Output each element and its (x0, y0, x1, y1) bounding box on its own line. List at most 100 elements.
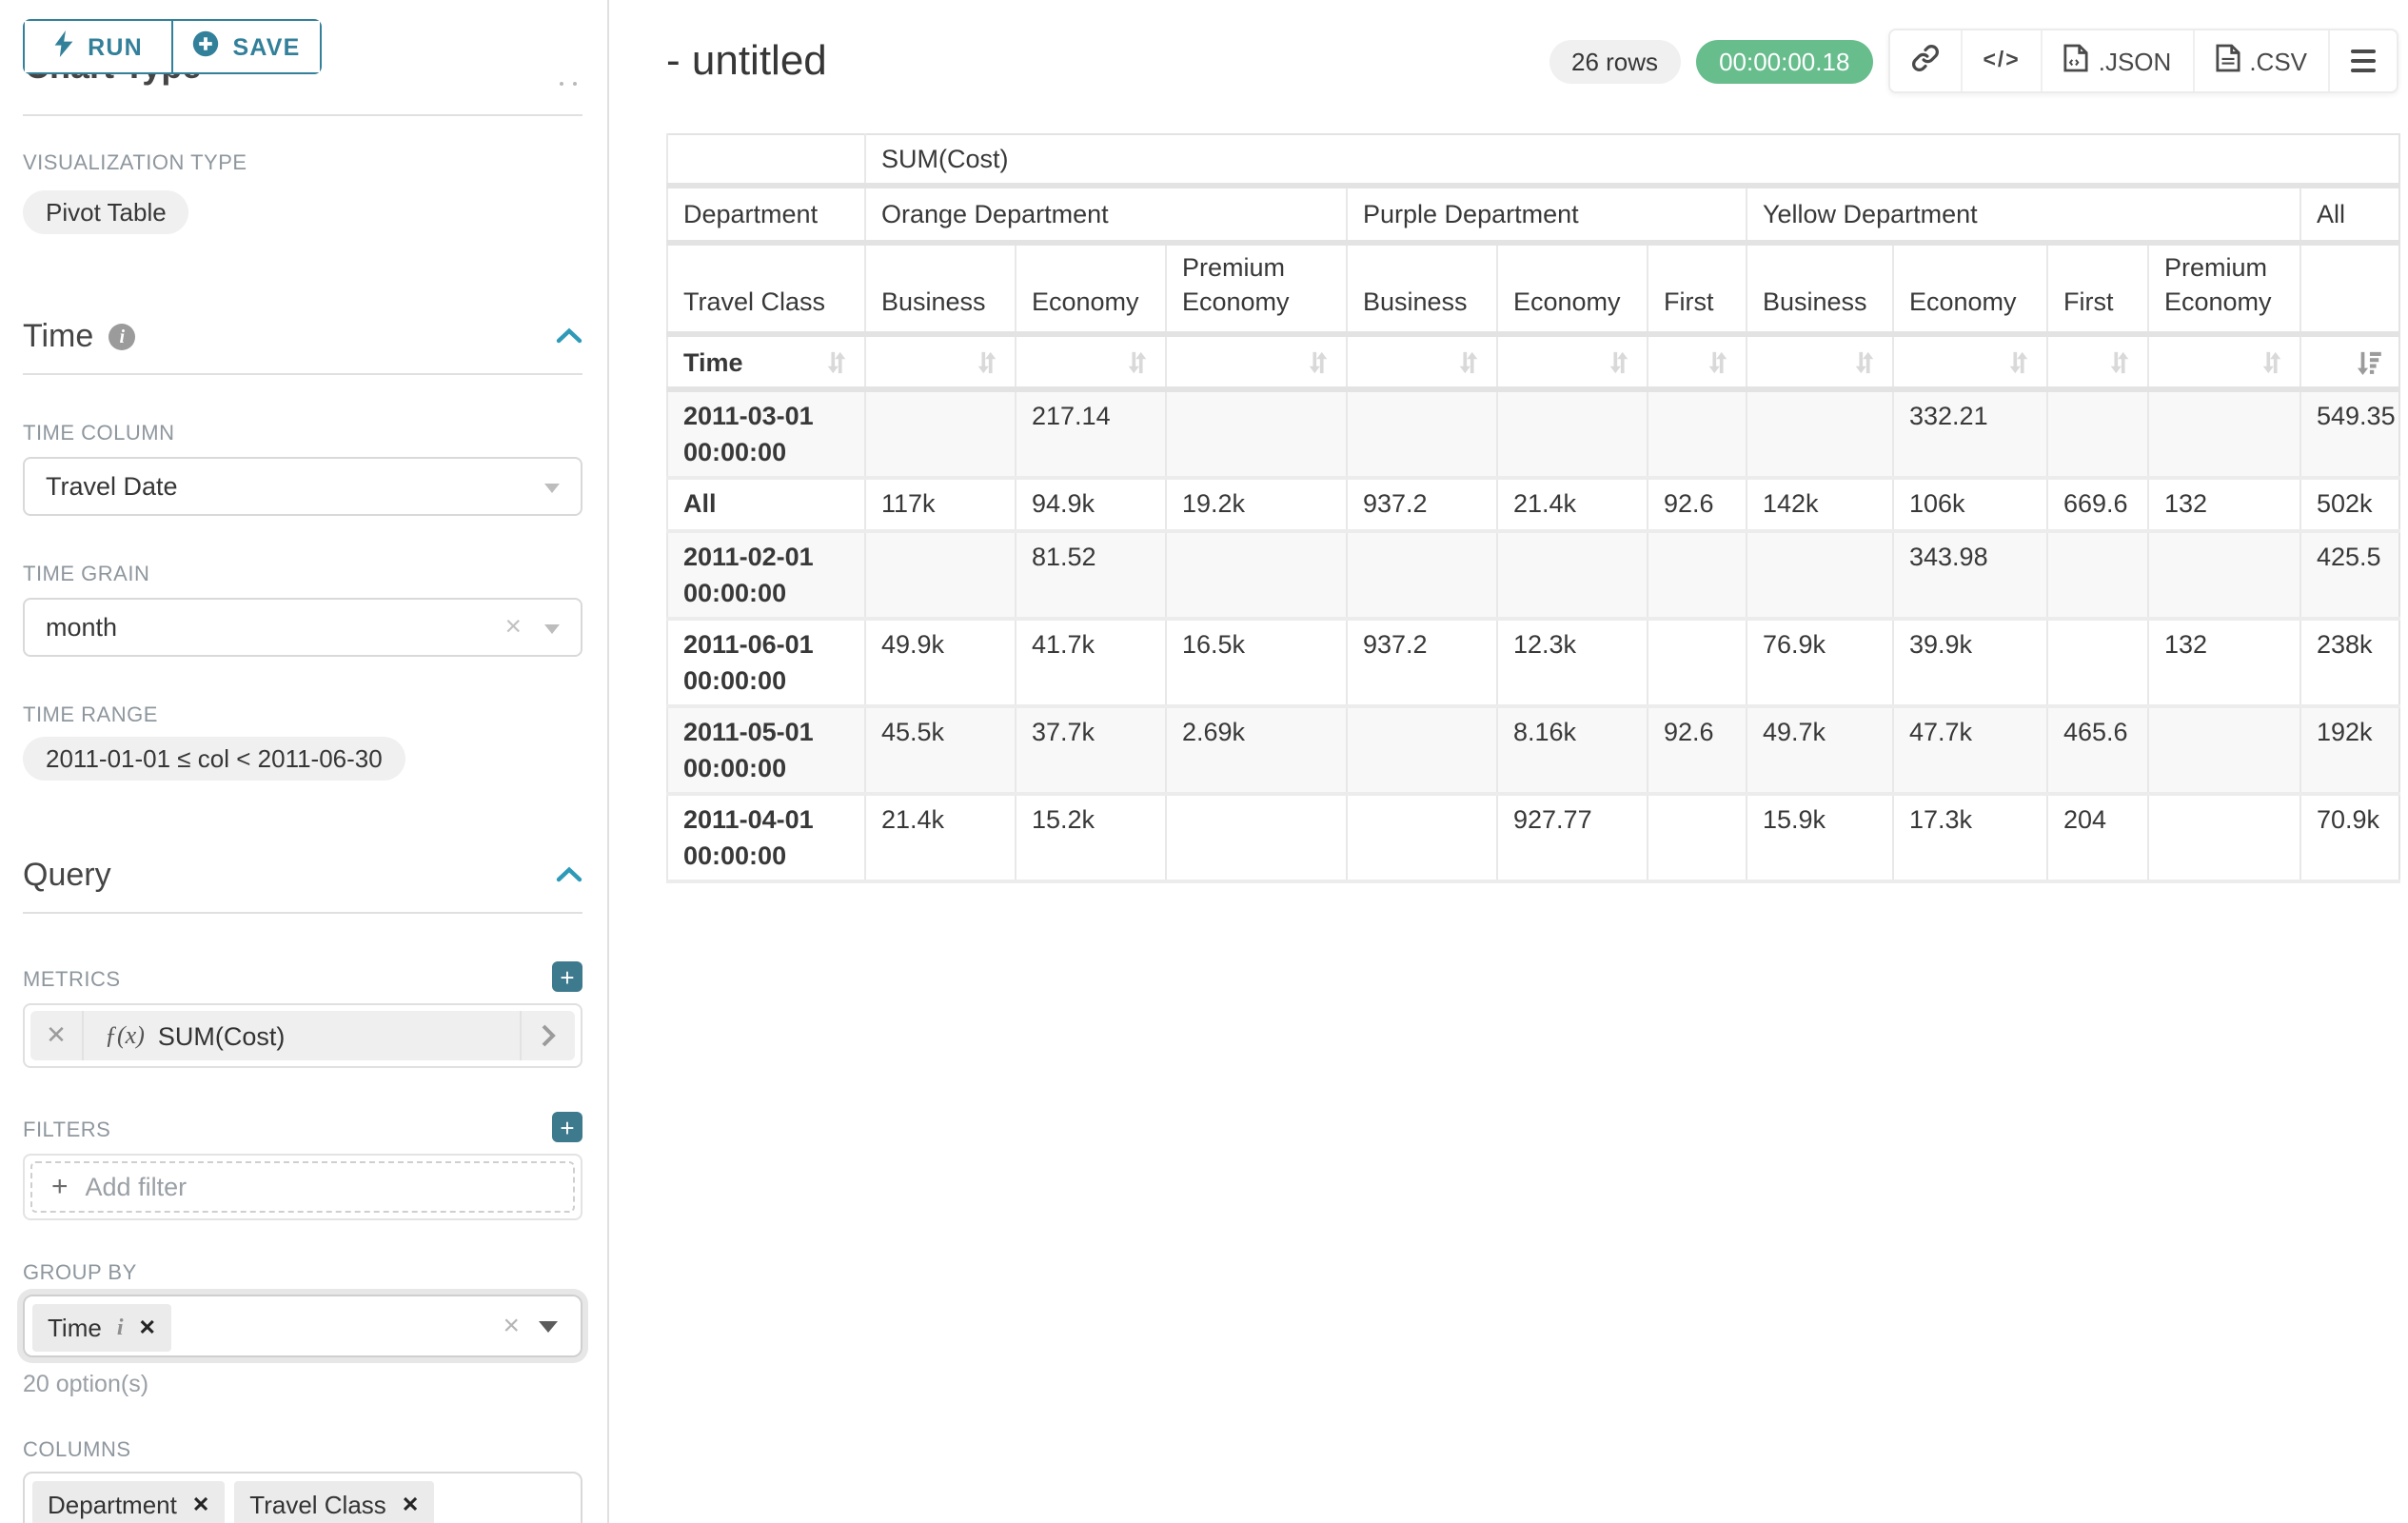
run-button[interactable]: RUN (25, 21, 171, 72)
info-icon: i (116, 1314, 124, 1340)
plus-circle-icon (192, 30, 219, 63)
remove-tag-icon[interactable]: ✕ (138, 1317, 156, 1340)
time-column-select[interactable]: Travel Date (23, 457, 582, 516)
pivot-group-header: Orange Department (864, 186, 1347, 246)
chevron-up-icon[interactable] (556, 859, 582, 893)
sort-icon[interactable] (1852, 349, 1877, 374)
link-icon (1910, 44, 1939, 78)
export-csv-button[interactable]: .CSV (2192, 30, 2328, 91)
divider (23, 912, 582, 914)
chart-title[interactable]: - untitled (666, 36, 827, 84)
pivot-value-cell: 106k (1892, 478, 2047, 533)
pivot-value-cell: 16.5k (1165, 619, 1347, 708)
chevron-down-icon (539, 1321, 558, 1333)
pivot-row-label: All (666, 478, 865, 533)
pivot-value-cell: 17.3k (1892, 794, 2047, 883)
export-json-button[interactable]: .JSON (2041, 30, 2193, 91)
metric-control: ✕ ƒ(x) SUM(Cost) (23, 1003, 582, 1068)
sort-icon[interactable] (1125, 349, 1150, 374)
pivot-sort-cell (1165, 334, 1347, 392)
clear-icon[interactable]: × (503, 1310, 520, 1342)
pivot-value-cell (864, 389, 1016, 480)
time-header-label: Time (683, 347, 743, 376)
pivot-value-cell: 217.14 (1015, 389, 1166, 480)
remove-metric-icon[interactable]: ✕ (30, 1011, 84, 1060)
pivot-value-cell (2046, 531, 2148, 621)
status-badges: 26 rows 00:00:00.18 </> .JSON . (1549, 29, 2398, 93)
sort-icon[interactable] (2260, 349, 2284, 374)
add-filter-button[interactable]: + Add filter (30, 1161, 575, 1213)
selected-value-tag: Department ✕ (32, 1481, 226, 1523)
pivot-sort-cell (1746, 334, 1893, 392)
pivot-sort-cell (1346, 334, 1497, 392)
sort-icon[interactable] (1306, 349, 1331, 374)
time-grain-select[interactable]: month × (23, 598, 582, 657)
pivot-metric-header: SUM(Cost) (863, 134, 2400, 188)
remove-tag-icon[interactable]: ✕ (191, 1494, 210, 1517)
pivot-value-cell: 45.5k (864, 706, 1016, 796)
sort-icon[interactable] (1456, 349, 1481, 374)
viz-type-pill[interactable]: Pivot Table (23, 190, 189, 234)
pivot-value-cell: 343.98 (1892, 531, 2047, 621)
columns-select[interactable]: Department✕Travel Class✕ × (23, 1472, 582, 1523)
sort-icon[interactable] (2006, 349, 2031, 374)
pivot-value-cell: 502k (2299, 478, 2400, 533)
pivot-row-label: 2011-02-01 00:00:00 (666, 531, 865, 621)
table-row: 2011-06-01 00:00:00 49.9k 41.7k 16.5k 937.2 1… (666, 619, 2400, 708)
pivot-value-cell (2147, 706, 2300, 796)
divider (23, 373, 582, 375)
pivot-subheader: Economy (1892, 243, 2047, 337)
metric-pill[interactable]: ✕ ƒ(x) SUM(Cost) (30, 1011, 575, 1060)
csv-button-label: .CSV (2249, 47, 2307, 75)
clear-icon[interactable]: × (504, 609, 522, 643)
sort-desc-icon[interactable] (2355, 349, 2383, 374)
pivot-value-cell (1346, 389, 1497, 480)
chevron-up-icon[interactable] (556, 320, 582, 354)
pivot-travel-class-header: Travel Class (666, 243, 865, 337)
sort-icon[interactable] (975, 349, 999, 374)
remove-tag-icon[interactable]: ✕ (401, 1494, 420, 1517)
tag-label: Time (48, 1314, 102, 1342)
filters-label: FILTERS (23, 1119, 111, 1142)
pivot-subheader: Premium Economy (1165, 243, 1347, 337)
hamburger-icon (2351, 49, 2376, 73)
time-range-pill[interactable]: 2011-01-01 ≤ col < 2011-06-30 (23, 737, 405, 781)
pivot-value-cell: 15.9k (1746, 794, 1893, 883)
pivot-value-cell: 19.2k (1165, 478, 1347, 533)
run-save-button-group: RUN SAVE (23, 19, 322, 74)
code-icon: </> (1983, 49, 2021, 72)
save-button[interactable]: SAVE (171, 21, 320, 72)
pivot-value-cell: 15.2k (1015, 794, 1166, 883)
pivot-subheader (2299, 243, 2400, 337)
pivot-value-cell: 70.9k (2299, 794, 2400, 883)
plus-icon: + (51, 1171, 69, 1203)
sort-icon[interactable] (2107, 349, 2132, 374)
sort-icon[interactable] (1706, 349, 1730, 374)
group-by-select[interactable]: Time i ✕ × (23, 1295, 582, 1357)
time-grain-label: TIME GRAIN (23, 564, 150, 586)
pivot-row-label: 2011-03-01 00:00:00 (666, 389, 865, 480)
add-filter-plus-button[interactable]: + (552, 1112, 582, 1142)
query-section-title: Query (23, 857, 111, 893)
time-grain-value: month (46, 613, 118, 642)
menu-button[interactable] (2328, 30, 2397, 91)
pivot-value-cell (1496, 389, 1648, 480)
pivot-sort-cell (2147, 334, 2300, 392)
add-metric-button[interactable]: + (552, 961, 582, 992)
run-button-label: RUN (88, 33, 143, 60)
pivot-value-cell (2147, 531, 2300, 621)
time-column-value: Travel Date (46, 472, 178, 501)
metric-name: SUM(Cost) (157, 1021, 286, 1050)
sort-icon[interactable] (1607, 349, 1631, 374)
export-toolbar: </> .JSON .CSV (1887, 29, 2398, 93)
pivot-value-cell (1346, 531, 1497, 621)
view-query-button[interactable]: </> (1960, 30, 2041, 91)
table-row: 2011-02-01 00:00:00 81.52 343.98 425.5 (666, 531, 2400, 621)
pivot-subheader: Premium Economy (2147, 243, 2300, 337)
pivot-value-cell: 47.7k (1892, 706, 2047, 796)
share-link-button[interactable] (1889, 30, 1960, 91)
save-button-label: SAVE (232, 33, 301, 60)
chevron-down-icon (544, 483, 560, 492)
sort-icon[interactable] (824, 349, 849, 374)
chevron-right-icon[interactable] (520, 1011, 575, 1060)
